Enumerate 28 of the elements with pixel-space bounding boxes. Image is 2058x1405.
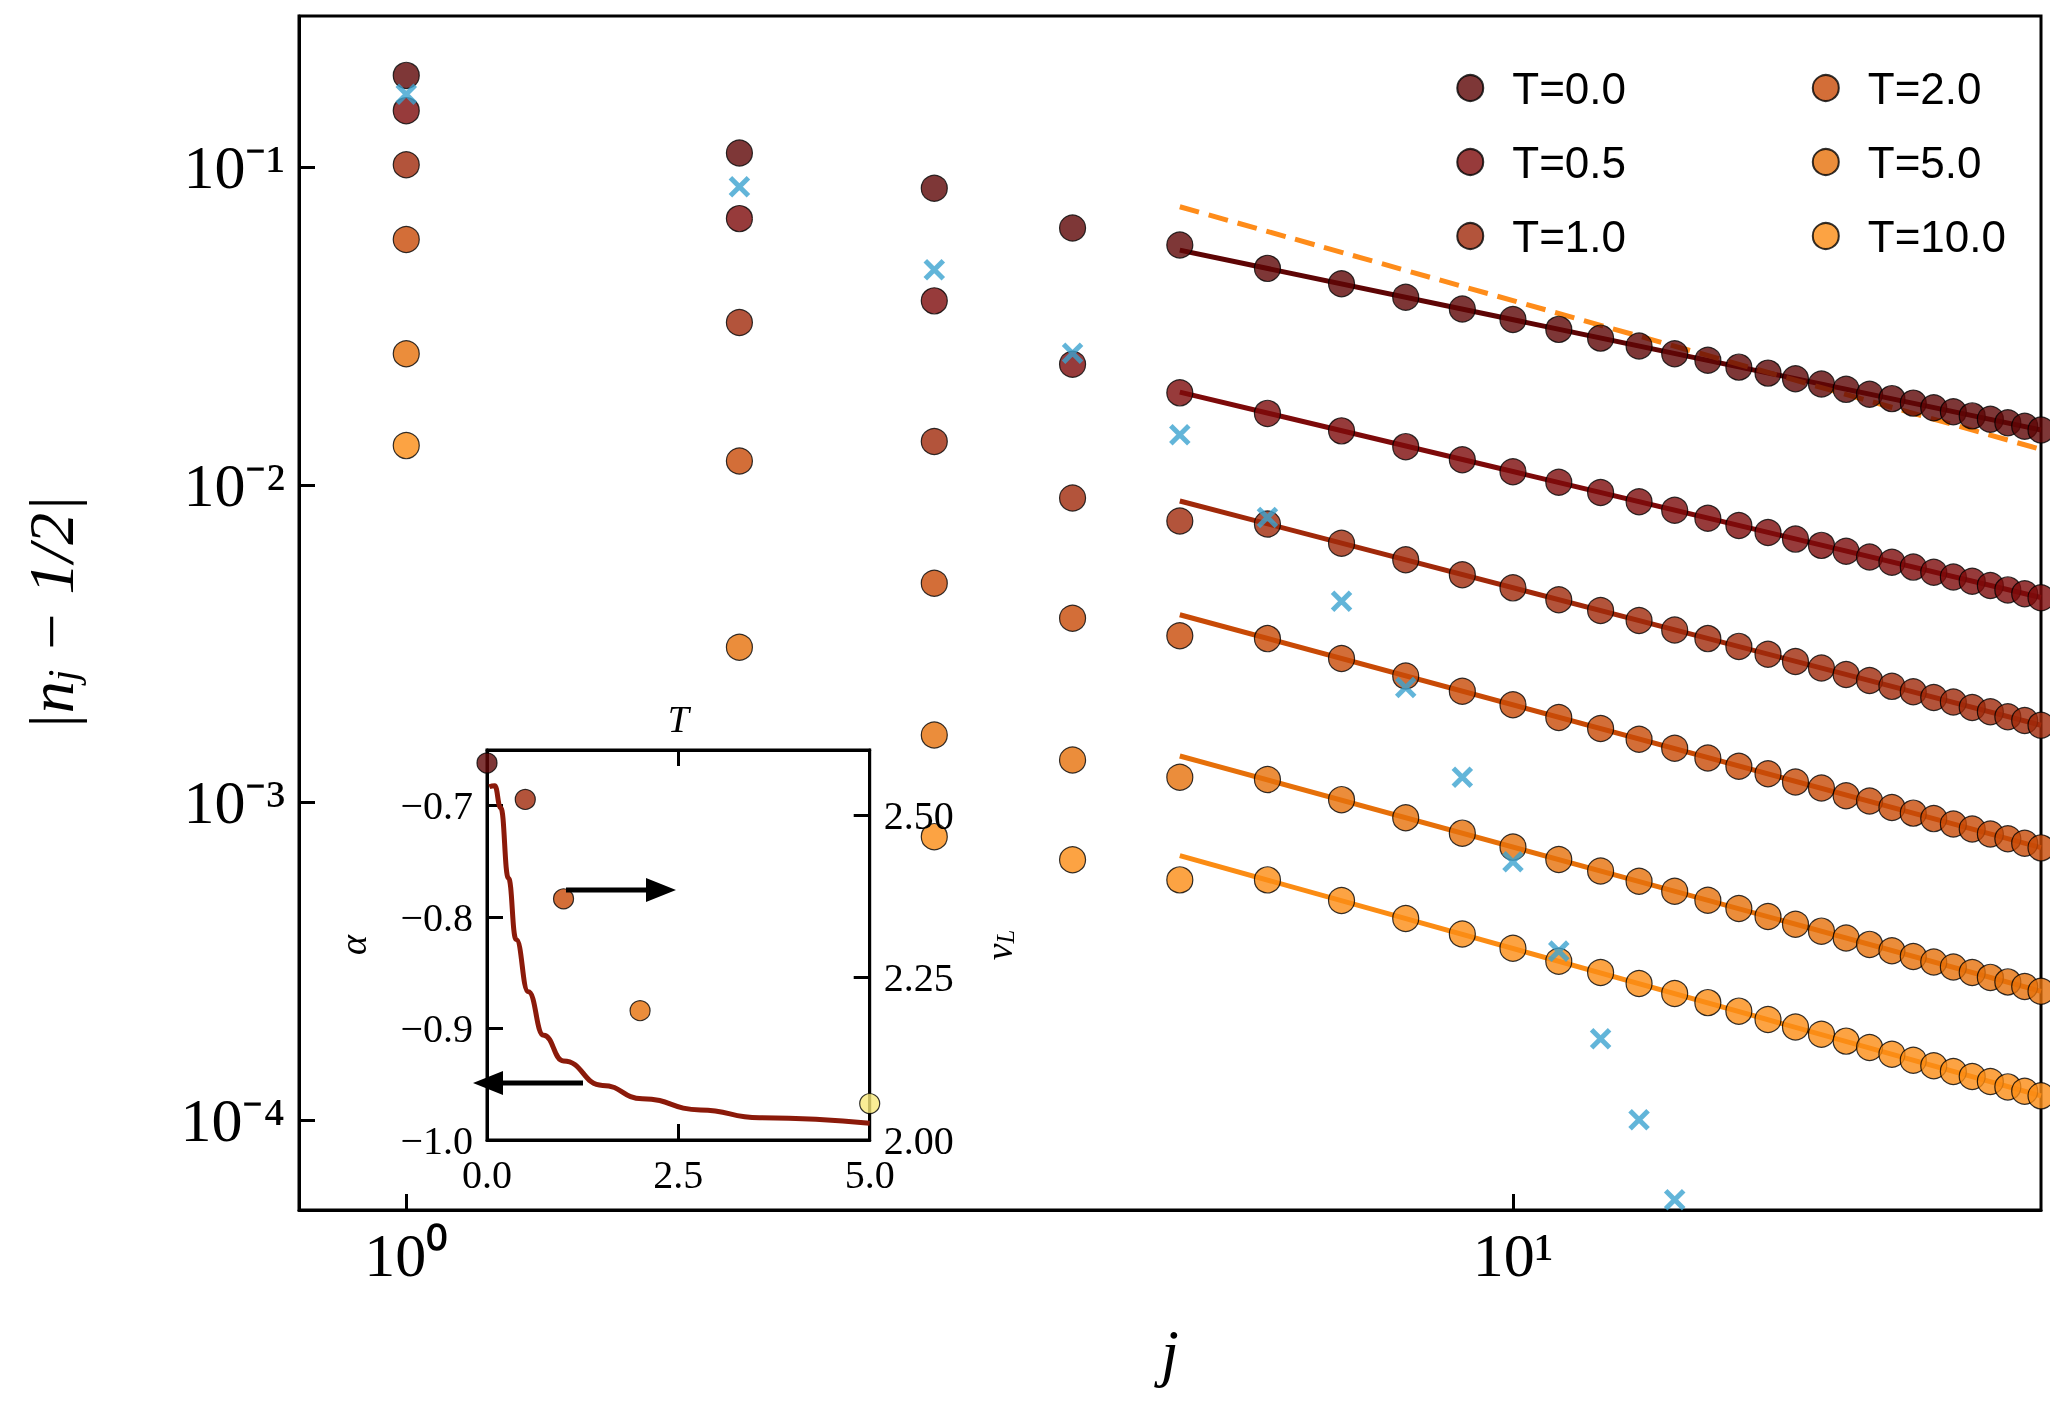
legend-label: T=0.0	[1512, 63, 1627, 113]
x-tick-label: 10¹	[1472, 1221, 1554, 1289]
y-tick-label: −0.7	[400, 783, 473, 829]
x-tick-label: 2.5	[653, 1151, 704, 1197]
x-tick-label: 10⁰	[364, 1221, 449, 1289]
legend-label: T=1.0	[1512, 211, 1627, 261]
y-tick-label: 10⁻⁴	[180, 1085, 285, 1154]
y2-tick-label: 2.50	[883, 792, 954, 838]
y-tick-label: 10⁻³	[183, 768, 285, 837]
point	[859, 1093, 881, 1115]
y-tick-label: −0.9	[400, 1006, 473, 1052]
legend-label: T=10.0	[1867, 211, 2007, 261]
y-tick-label: 10⁻²	[183, 450, 285, 519]
y2-tick-label: 2.25	[883, 955, 954, 1000]
x-axis-title: j	[1154, 1316, 1179, 1388]
legend-label: T=5.0	[1867, 137, 1982, 187]
point	[552, 888, 575, 910]
point	[476, 752, 498, 774]
point	[514, 788, 536, 810]
y-axis-title: |nj − 1/2|	[16, 495, 88, 731]
x-axis-title: T	[667, 698, 692, 740]
legend-label: T=2.0	[1867, 63, 1982, 113]
y2-axis-title: vL	[977, 929, 1020, 961]
y-tick-label: 10⁻¹	[183, 133, 285, 202]
y-tick-label: −0.8	[400, 894, 473, 940]
y-axis-title: α	[332, 933, 374, 955]
point	[629, 1000, 651, 1022]
legend-label: T=0.5	[1512, 137, 1627, 187]
